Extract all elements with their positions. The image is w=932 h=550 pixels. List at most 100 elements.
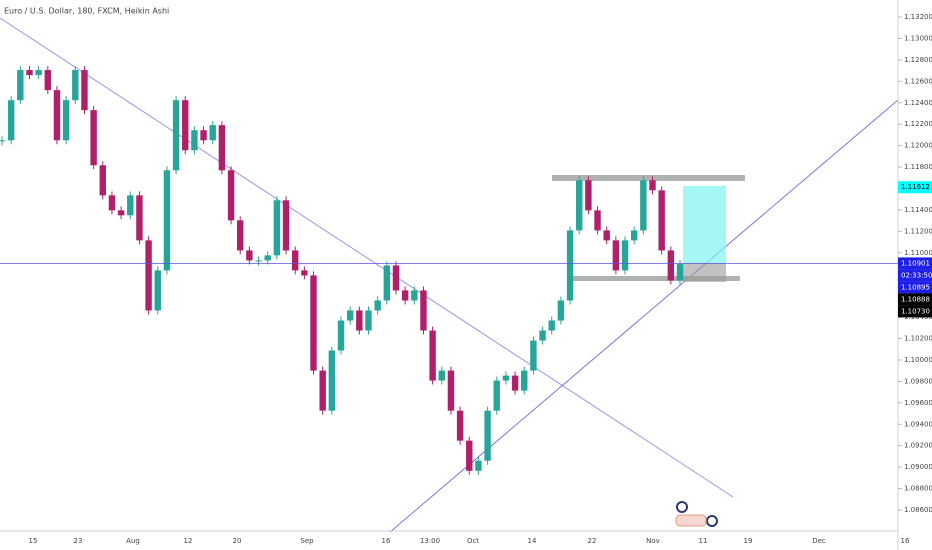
candle bbox=[62, 100, 70, 141]
candle bbox=[566, 230, 574, 301]
y-tick-label: 1.08800 bbox=[904, 485, 932, 493]
x-tick-label: 11 bbox=[699, 537, 708, 545]
candle bbox=[35, 70, 42, 76]
y-tick-label: 1.09200 bbox=[904, 442, 932, 450]
candle bbox=[447, 370, 455, 411]
y-tick-label: 1.12400 bbox=[904, 99, 932, 107]
candle bbox=[26, 70, 33, 76]
y-tick-label: 1.09000 bbox=[904, 463, 932, 471]
candle bbox=[237, 220, 244, 251]
candle bbox=[191, 130, 198, 151]
candle bbox=[365, 310, 372, 331]
y-tick-label: 1.09600 bbox=[904, 399, 932, 407]
candle bbox=[108, 195, 116, 211]
candle bbox=[136, 195, 143, 241]
candle bbox=[117, 210, 125, 216]
candle bbox=[264, 255, 271, 261]
candle bbox=[594, 210, 601, 231]
price-label-text: 1.10901 bbox=[901, 259, 930, 267]
candle bbox=[576, 180, 583, 231]
price-label bbox=[898, 257, 932, 270]
y-tick-label: 1.10200 bbox=[904, 335, 932, 343]
candle bbox=[511, 375, 519, 391]
y-tick-label: 1.11800 bbox=[904, 163, 932, 171]
resistance-zone bbox=[552, 175, 745, 181]
candle bbox=[621, 240, 629, 271]
price-label-text: 1.10888 bbox=[901, 295, 930, 303]
candle bbox=[640, 180, 647, 231]
candle bbox=[493, 380, 500, 411]
candle bbox=[90, 110, 97, 166]
candle bbox=[246, 250, 253, 261]
x-tick-label: 19 bbox=[744, 537, 753, 545]
icon[interactable] bbox=[706, 515, 718, 527]
x-tick-label: 14 bbox=[528, 537, 537, 545]
candle bbox=[227, 170, 235, 221]
candle bbox=[530, 340, 537, 371]
candle bbox=[539, 330, 546, 341]
y-tick-label: 1.12800 bbox=[904, 56, 932, 64]
candle bbox=[209, 125, 216, 141]
candle bbox=[291, 250, 299, 271]
x-tick-label: Aug bbox=[126, 537, 140, 545]
candle bbox=[466, 440, 473, 471]
chart-title: Euro / U.S. Dollar, 180, FXCM, Heikin As… bbox=[4, 7, 169, 16]
y-tick-label: 1.10000 bbox=[904, 356, 932, 364]
y-tick-label: 1.08600 bbox=[904, 506, 932, 514]
y-tick-label: 1.11000 bbox=[904, 249, 932, 257]
x-tick-label: 12 bbox=[184, 537, 193, 545]
price-label-text: 1.10730 bbox=[901, 307, 930, 315]
trend-line bbox=[389, 99, 899, 533]
candle bbox=[310, 275, 317, 371]
candle bbox=[218, 125, 226, 171]
candle bbox=[81, 70, 88, 111]
price-label bbox=[898, 293, 932, 306]
candle bbox=[44, 70, 52, 91]
y-tick-label: 1.11400 bbox=[904, 206, 932, 214]
candle bbox=[328, 350, 336, 411]
candle bbox=[163, 170, 171, 271]
y-tick-label: 1.12600 bbox=[904, 77, 932, 85]
y-tick-label: 1.09800 bbox=[904, 377, 932, 385]
candle bbox=[346, 310, 354, 321]
x-tick-label: Nov bbox=[646, 537, 660, 545]
x-tick-label: 20 bbox=[233, 537, 242, 545]
candle bbox=[411, 290, 418, 301]
candle bbox=[374, 300, 381, 311]
candle bbox=[337, 320, 345, 351]
x-tick-label: Oct bbox=[467, 537, 479, 545]
candle bbox=[127, 195, 134, 216]
y-tick-label: 1.13200 bbox=[904, 13, 932, 21]
candle bbox=[630, 230, 638, 241]
candle bbox=[319, 370, 326, 411]
x-tick-label: 22 bbox=[588, 537, 597, 545]
trend-line bbox=[0, 17, 734, 498]
support-zone bbox=[567, 276, 740, 281]
icon[interactable] bbox=[676, 501, 688, 513]
candle bbox=[182, 100, 189, 151]
candles bbox=[0, 66, 684, 475]
candle bbox=[273, 200, 281, 256]
stop-box bbox=[683, 263, 726, 282]
countdown-box bbox=[898, 269, 932, 282]
candle bbox=[17, 70, 24, 101]
y-tick-label: 1.11200 bbox=[904, 227, 932, 235]
candle bbox=[154, 270, 161, 311]
countdown: 02:33:50 bbox=[901, 271, 932, 279]
candle bbox=[401, 290, 409, 301]
y-tick-label: 1.09400 bbox=[904, 420, 932, 428]
candle bbox=[0, 140, 6, 142]
candle bbox=[356, 310, 363, 331]
candle bbox=[456, 410, 464, 441]
drawings bbox=[0, 17, 899, 533]
candle bbox=[557, 300, 565, 321]
x-tick-label: 13:00 bbox=[420, 537, 440, 545]
event-badge[interactable] bbox=[675, 514, 707, 527]
price-label bbox=[898, 181, 932, 194]
x-tick-label: 23 bbox=[74, 537, 83, 545]
candle bbox=[392, 265, 400, 291]
candle bbox=[383, 265, 391, 301]
candle bbox=[145, 240, 152, 311]
x-tick-label: 16 bbox=[382, 537, 391, 545]
candle bbox=[438, 370, 445, 381]
